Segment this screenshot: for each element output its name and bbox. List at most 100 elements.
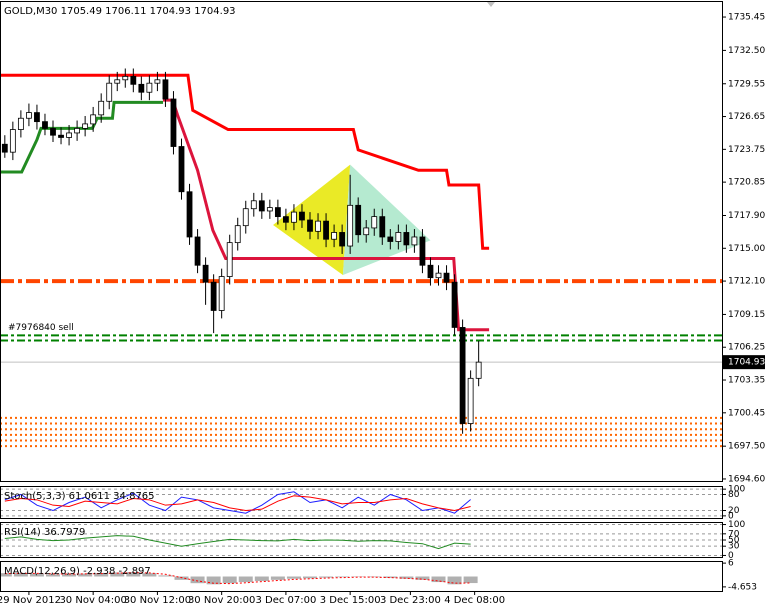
y-tick-label: 1694.60 xyxy=(728,474,765,484)
scroll-marker xyxy=(487,2,495,7)
y-tick-label: 1735.45 xyxy=(728,13,765,23)
candle-body xyxy=(218,276,225,311)
candle-body xyxy=(50,128,56,136)
macd-bar xyxy=(126,572,141,577)
candle-body xyxy=(258,200,265,212)
candle-body xyxy=(299,211,305,221)
macd-bar xyxy=(222,576,237,584)
candle-body xyxy=(387,236,394,242)
indicator-line xyxy=(0,73,490,250)
candle-body xyxy=(26,112,32,119)
macd-bar xyxy=(206,576,221,585)
candle-body xyxy=(347,204,354,247)
y-tick-label: 80 xyxy=(728,490,740,500)
macd-bar xyxy=(303,576,318,579)
candle-body xyxy=(411,236,418,246)
candle-body xyxy=(266,207,273,212)
y-tick-label: 1717.90 xyxy=(728,211,765,221)
panel-frame xyxy=(0,1,723,482)
x-tick-label: 4 Dec 08:00 xyxy=(444,595,505,606)
macd-bar xyxy=(0,573,12,577)
x-tick-label: 3 Dec 07:00 xyxy=(255,595,316,606)
candle-body xyxy=(17,117,24,130)
y-tick-label: 1697.50 xyxy=(728,442,765,452)
y-tick-label: 0 xyxy=(728,511,734,521)
panel-title: Stoch(5,3,3) 61.0611 34.8765 xyxy=(4,491,155,502)
candle-body xyxy=(363,227,370,236)
candle-body xyxy=(34,112,40,123)
plot-area xyxy=(0,572,478,585)
y-tick-label: 1723.75 xyxy=(728,145,765,155)
macd-bar xyxy=(399,576,414,579)
macd-bar xyxy=(142,573,157,577)
candle-body xyxy=(82,123,89,129)
candle-body xyxy=(170,98,177,147)
candle-body xyxy=(1,143,8,153)
candle-body xyxy=(475,361,482,379)
x-tick-label: 30 Nov 20:00 xyxy=(188,595,255,606)
candle-body xyxy=(202,264,209,283)
y-tick-label: 20 xyxy=(728,506,740,516)
candle-body xyxy=(435,272,442,279)
candle-body xyxy=(98,100,105,116)
candle-body xyxy=(186,191,193,238)
candle-body xyxy=(459,327,466,424)
macd-bar xyxy=(174,576,189,580)
y-tick-label: 6 xyxy=(728,559,734,569)
macd-bar xyxy=(46,574,61,577)
candle-body xyxy=(315,220,321,232)
panel-frame xyxy=(0,561,723,592)
y-tick-label: 1700.45 xyxy=(728,408,765,418)
candle-body xyxy=(9,129,16,153)
candle-body xyxy=(226,242,233,277)
macd-bar xyxy=(110,572,125,577)
macd-bar xyxy=(29,573,44,577)
candle-body xyxy=(58,134,64,138)
macd-bar xyxy=(335,576,350,578)
price-label: 1704.93 xyxy=(728,358,765,368)
macd-bar xyxy=(78,573,93,577)
candle-body xyxy=(371,216,378,229)
panel-title: RSI(14) 36.7979 xyxy=(4,527,85,538)
macd-bar xyxy=(415,576,430,580)
candle-body xyxy=(74,128,80,134)
indicator-line xyxy=(4,535,471,550)
candle-body xyxy=(154,79,161,84)
macd-bar xyxy=(431,576,446,583)
indicator-line xyxy=(4,491,471,514)
macd-bar xyxy=(254,576,269,581)
indicator-line xyxy=(4,495,471,512)
macd-bar xyxy=(238,576,253,583)
indicator-line xyxy=(0,100,164,174)
y-tick-label: 1709.15 xyxy=(728,310,765,320)
candle-body xyxy=(323,220,329,240)
candle-body xyxy=(331,232,337,240)
macd-bar xyxy=(13,572,28,577)
macd-bar xyxy=(270,576,285,580)
y-tick-label: 1720.85 xyxy=(728,178,765,188)
y-tick-label: 30 xyxy=(728,542,740,552)
candle-body xyxy=(403,232,410,246)
price-label-box xyxy=(723,355,765,370)
candle-body xyxy=(291,211,297,223)
y-tick-label: 1715.00 xyxy=(728,244,765,254)
candle-body xyxy=(138,83,145,93)
candle-body xyxy=(451,281,458,328)
plot-area xyxy=(0,488,722,517)
macd-bar xyxy=(94,573,109,577)
x-tick-label: 3 Dec 15:00 xyxy=(320,595,381,606)
x-tick-label: 3 Dec 23:00 xyxy=(380,595,441,606)
plot-area xyxy=(0,524,722,556)
macd-bar xyxy=(367,576,382,578)
x-tick-label: 30 Nov 12:00 xyxy=(124,595,191,606)
candle-body xyxy=(274,207,281,218)
y-tick-label: 1703.35 xyxy=(728,376,765,386)
macd-bar xyxy=(286,576,301,579)
candle-body xyxy=(379,216,386,238)
y-tick-label: 1726.65 xyxy=(728,112,765,122)
order-annotation: #7976840 sell xyxy=(8,323,74,333)
candle-body xyxy=(146,82,153,93)
y-tick-label: 100 xyxy=(728,485,745,495)
candle-body xyxy=(130,76,137,85)
candle-body xyxy=(234,225,241,244)
